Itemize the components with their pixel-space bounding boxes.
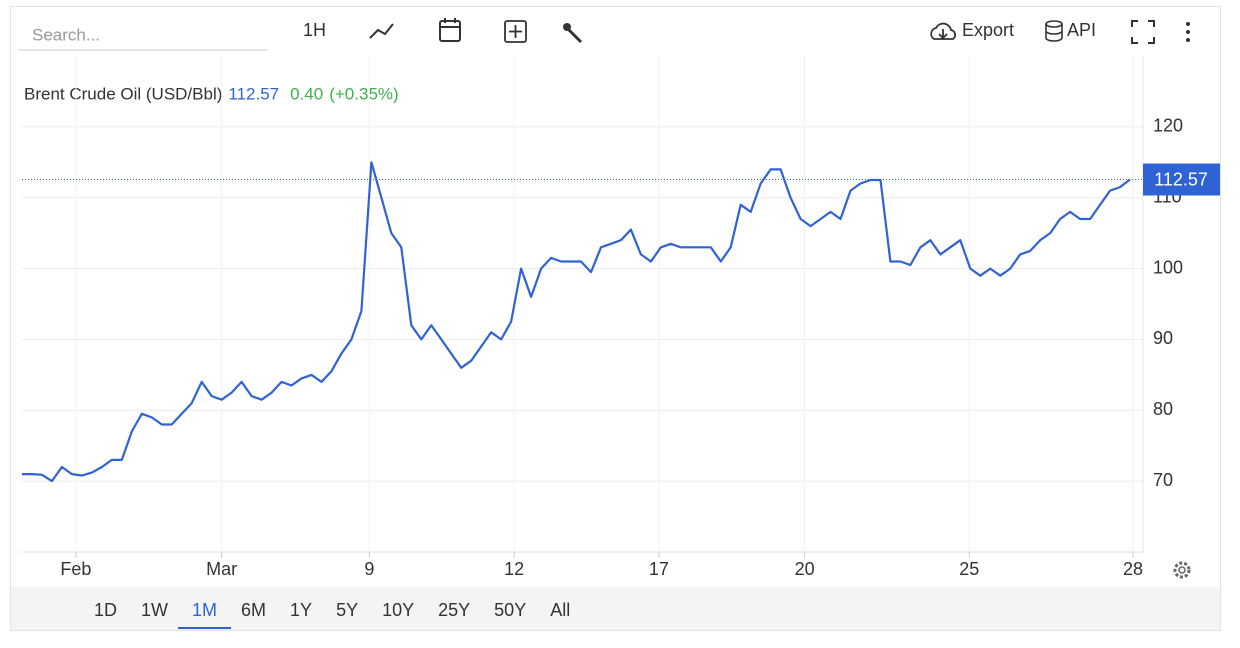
chart-title: Brent Crude Oil (USD/Bbl) — [24, 84, 222, 103]
x-tick-label: 12 — [504, 559, 524, 579]
x-tick-label: 9 — [364, 559, 374, 579]
export-button[interactable]: Export — [962, 20, 1014, 40]
tools-icon[interactable] — [563, 23, 583, 44]
y-tick-label: 90 — [1153, 328, 1173, 348]
y-tick-label: 120 — [1153, 116, 1183, 136]
change: 0.40 — [290, 84, 323, 103]
price-line — [22, 161, 1131, 483]
x-tick-label: 20 — [795, 559, 815, 579]
frame — [10, 6, 1221, 631]
export-icon[interactable] — [930, 22, 956, 40]
x-tick-label: 17 — [649, 559, 669, 579]
settings-icon[interactable] — [1173, 561, 1191, 579]
range-button[interactable]: All — [550, 600, 570, 620]
range-button[interactable]: 1Y — [290, 600, 312, 620]
range-button[interactable]: 1D — [94, 600, 117, 620]
add-icon[interactable] — [504, 20, 527, 43]
range-button[interactable]: 25Y — [438, 600, 470, 620]
api-button[interactable]: API — [1067, 20, 1096, 40]
range-button[interactable]: 1M — [192, 600, 217, 620]
more-icon[interactable] — [1186, 22, 1190, 42]
calendar-icon[interactable] — [439, 18, 461, 42]
interval-button[interactable]: 1H — [303, 20, 326, 40]
y-tick-label: 70 — [1153, 470, 1173, 490]
range-button[interactable]: 5Y — [336, 600, 358, 620]
line-icon[interactable] — [369, 23, 394, 39]
range-button[interactable]: 50Y — [494, 600, 526, 620]
last-value-box — [1143, 163, 1220, 196]
x-tick-label: 25 — [959, 559, 979, 579]
fullscreen-icon[interactable] — [1131, 20, 1155, 44]
y-tick-label: 100 — [1153, 257, 1183, 277]
range-button[interactable]: 6M — [241, 600, 266, 620]
change-pct: (+0.35%) — [329, 84, 398, 103]
range-button[interactable]: 10Y — [382, 600, 414, 620]
range-button[interactable]: 1W — [141, 600, 168, 620]
x-tick-label: 28 — [1123, 559, 1143, 579]
api-icon[interactable] — [1045, 20, 1063, 42]
y-tick-label: 80 — [1153, 399, 1173, 419]
x-tick-label: Mar — [206, 559, 237, 579]
range-bar — [11, 587, 1220, 630]
price: 112.57 — [228, 84, 279, 103]
x-tick-label: Feb — [60, 559, 91, 579]
search-input[interactable]: Search... — [32, 25, 100, 44]
last-value-label: 112.57 — [1154, 169, 1208, 189]
